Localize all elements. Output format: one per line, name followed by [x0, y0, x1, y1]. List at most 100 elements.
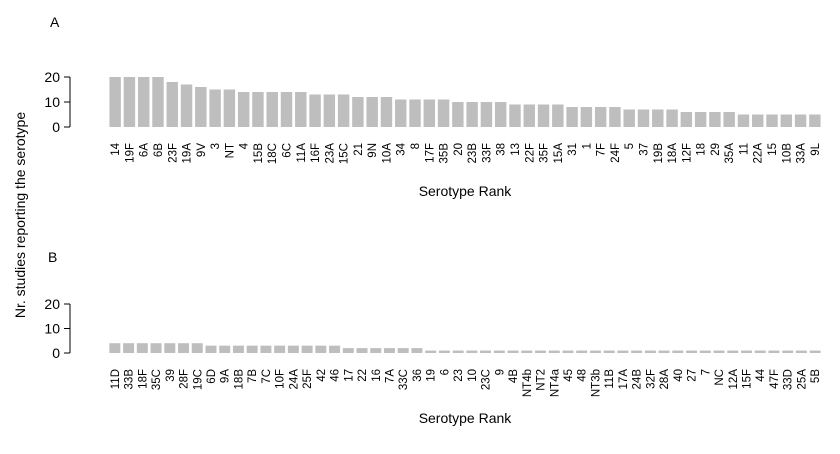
x-tick-label: 5: [624, 143, 636, 149]
x-tick-label: 33B: [124, 369, 136, 390]
x-tick-label: NT: [224, 143, 236, 158]
x-tick-label: 23B: [467, 143, 479, 164]
bar: [287, 345, 299, 353]
bar: [709, 112, 721, 127]
bar: [452, 350, 464, 353]
bar: [562, 350, 574, 353]
bar: [768, 350, 780, 353]
x-tick-label: 10A: [381, 143, 393, 164]
bar: [780, 114, 793, 127]
bar: [205, 345, 217, 353]
bar: [782, 350, 794, 353]
x-tick-label: 5B: [810, 369, 822, 383]
bar: [274, 345, 286, 353]
bar: [658, 350, 670, 353]
bar: [123, 343, 135, 353]
x-tick-label: NT4b: [522, 369, 534, 397]
bar: [123, 77, 136, 127]
bar: [136, 343, 148, 353]
x-tick-label: 33F: [481, 143, 493, 163]
x-tick-label: 36: [412, 369, 424, 382]
x-tick-label: 1: [581, 143, 593, 149]
x-tick-label: 48: [577, 369, 589, 382]
x-tick-label: 42: [316, 369, 328, 382]
x-tick-label: 25F: [302, 369, 314, 389]
x-tick-label: 18F: [137, 369, 149, 389]
bar: [342, 348, 354, 353]
bar: [740, 350, 752, 353]
x-tick-label: 22: [357, 369, 369, 382]
bar: [580, 107, 593, 127]
x-tick-label: 16F: [310, 143, 322, 163]
x-axis-label: Serotype Rank: [419, 183, 513, 199]
bar: [794, 114, 807, 127]
x-tick-label: 4: [239, 142, 251, 149]
x-tick-label: NT3b: [590, 369, 602, 397]
x-tick-label: 20: [453, 143, 465, 156]
x-tick-label: 21: [353, 143, 365, 156]
bar: [352, 97, 364, 127]
bar: [699, 350, 711, 353]
x-tick-label: 7A: [384, 369, 396, 383]
bar: [356, 348, 368, 353]
bar: [383, 348, 395, 353]
x-tick-label: 9V: [196, 143, 208, 157]
bar: [666, 109, 678, 127]
x-tick-label: 28A: [659, 369, 671, 390]
x-tick-label: 15B: [253, 143, 265, 164]
bar: [150, 343, 162, 353]
x-tick-label: 19: [426, 369, 438, 382]
x-tick-label: 10F: [275, 369, 287, 389]
x-tick-label: 6A: [139, 143, 151, 157]
x-tick-label: 45: [563, 369, 575, 382]
x-tick-label: 46: [330, 369, 342, 382]
x-tick-label: 3: [210, 143, 222, 149]
bar: [395, 99, 407, 127]
x-tick-label: 34: [396, 142, 408, 155]
bar: [509, 104, 521, 127]
x-tick-label: 6C: [282, 143, 294, 158]
bar: [637, 109, 650, 127]
bar: [232, 345, 244, 353]
y-tick-label: 0: [52, 345, 60, 361]
x-tick-label: 6D: [206, 369, 218, 384]
x-tick-label: 15F: [741, 369, 753, 389]
x-tick-label: 24B: [632, 369, 644, 390]
bar: [252, 92, 264, 127]
y-tick-label: 10: [44, 321, 60, 337]
bar: [219, 345, 231, 353]
bar: [686, 350, 698, 353]
x-tick-label: NC: [714, 369, 726, 386]
x-tick-label: 15: [767, 143, 779, 156]
x-tick-label: 22A: [753, 143, 765, 164]
x-tick-label: 9N: [367, 143, 379, 158]
bar: [727, 350, 739, 353]
x-tick-label: 17: [343, 369, 355, 382]
x-tick-label: 25A: [796, 369, 808, 390]
bar: [246, 345, 258, 353]
bar: [266, 92, 278, 127]
x-tick-label: 23F: [167, 143, 179, 163]
x-tick-label: 9: [494, 369, 506, 375]
bar: [672, 350, 684, 353]
bar: [411, 348, 423, 353]
x-tick-label: 33A: [796, 143, 808, 164]
bar: [507, 350, 519, 353]
bar: [537, 104, 550, 127]
x-tick-label: 27: [687, 369, 699, 382]
x-tick-label: 33C: [398, 369, 410, 390]
bar: [652, 109, 664, 127]
bar: [137, 77, 150, 127]
bar: [480, 350, 492, 353]
x-tick-label: 9L: [810, 142, 822, 155]
y-tick-label: 20: [44, 69, 60, 85]
bar: [164, 343, 176, 353]
x-tick-label: 19C: [192, 369, 204, 390]
bar: [566, 107, 578, 127]
bar: [603, 350, 615, 353]
bar: [752, 114, 764, 127]
bar: [380, 97, 393, 127]
bar: [437, 99, 450, 127]
x-tick-label: 18A: [667, 143, 679, 164]
x-tick-label: 13: [510, 143, 522, 156]
